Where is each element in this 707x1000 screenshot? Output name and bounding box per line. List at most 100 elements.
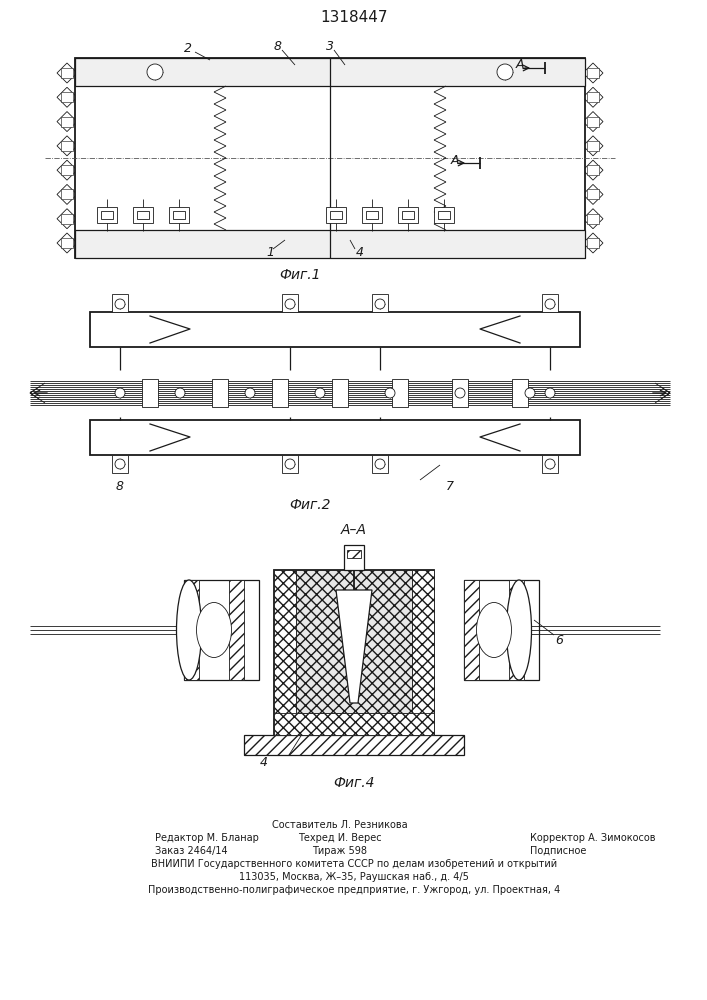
Bar [184,580,199,680]
Text: A: A [451,153,460,166]
Bar [587,214,599,224]
Bar [61,68,73,78]
Bar [402,211,414,219]
Bar [587,165,599,175]
Bar [212,379,228,407]
Text: 113035, Москва, Ж–35, Раушская наб., д. 4/5: 113035, Москва, Ж–35, Раушская наб., д. … [239,872,469,882]
Polygon shape [336,590,372,703]
Bar [61,117,73,127]
Bar [362,207,382,223]
Bar [366,211,378,219]
Bar [244,735,464,755]
Ellipse shape [177,580,201,680]
Bar [274,570,434,735]
Bar [509,580,524,680]
Circle shape [115,299,125,309]
Bar [587,238,599,248]
Text: Фиг.4: Фиг.4 [333,776,375,790]
Bar [330,211,342,219]
Ellipse shape [477,602,511,658]
Bar [229,580,244,680]
Bar [282,294,298,312]
Bar [542,455,558,473]
Bar [412,570,434,735]
Bar [398,207,418,223]
Bar [512,379,528,407]
Text: Техред И. Верес: Техред И. Верес [298,833,382,843]
Bar [347,550,361,558]
Text: Редактор М. Бланар: Редактор М. Бланар [155,833,259,843]
Bar [75,230,585,258]
Bar [372,455,388,473]
Text: ВНИИПИ Государственного комитета СССР по делам изобретений и открытий: ВНИИПИ Государственного комитета СССР по… [151,859,557,869]
Bar [272,379,288,407]
Bar [169,207,189,223]
Text: Фиг.2: Фиг.2 [289,498,331,512]
Circle shape [497,64,513,80]
Circle shape [285,299,295,309]
Text: Заказ 2464/14: Заказ 2464/14 [155,846,228,856]
Bar [332,379,348,407]
Text: Тираж 598: Тираж 598 [312,846,368,856]
Circle shape [545,388,555,398]
Circle shape [375,459,385,469]
Bar [133,207,153,223]
Bar [142,379,158,407]
Text: 8: 8 [116,481,124,493]
Bar [61,214,73,224]
Circle shape [385,388,395,398]
Bar [274,713,434,735]
Bar [90,420,580,455]
Bar [344,545,364,570]
Bar [452,379,468,407]
Circle shape [525,388,535,398]
Bar [587,189,599,199]
Bar [438,211,450,219]
Bar [112,455,128,473]
Bar [61,165,73,175]
Circle shape [115,388,125,398]
Bar [61,141,73,151]
Text: 4: 4 [260,756,268,770]
Circle shape [245,388,255,398]
Circle shape [455,388,465,398]
Circle shape [545,299,555,309]
Text: A: A [515,58,525,72]
Bar [296,570,412,713]
Text: Фиг.1: Фиг.1 [279,268,321,282]
Bar [372,294,388,312]
Bar [587,141,599,151]
Bar [97,207,117,223]
Bar [282,455,298,473]
Text: 6: 6 [555,634,563,647]
Circle shape [351,605,357,611]
Bar [587,68,599,78]
Circle shape [115,459,125,469]
Bar [90,312,580,347]
Text: А–А: А–А [341,523,367,537]
Circle shape [545,459,555,469]
Text: 1: 1 [266,245,274,258]
Bar [61,238,73,248]
Bar [587,92,599,102]
Ellipse shape [197,602,231,658]
Text: 8: 8 [274,39,282,52]
Circle shape [315,388,325,398]
Bar [101,211,113,219]
Text: 7: 7 [446,481,454,493]
Bar [75,58,585,258]
Text: 2: 2 [184,41,192,54]
Text: 3: 3 [326,39,334,52]
Text: Корректор А. Зимокосов: Корректор А. Зимокосов [530,833,655,843]
Bar [61,92,73,102]
Bar [75,58,585,86]
Bar [137,211,149,219]
Text: 1318447: 1318447 [320,10,387,25]
Bar [173,211,185,219]
Bar [464,580,539,680]
Circle shape [147,64,163,80]
Ellipse shape [506,580,532,680]
Circle shape [375,299,385,309]
Text: Составитель Л. Резникова: Составитель Л. Резникова [272,820,408,830]
Bar [112,294,128,312]
